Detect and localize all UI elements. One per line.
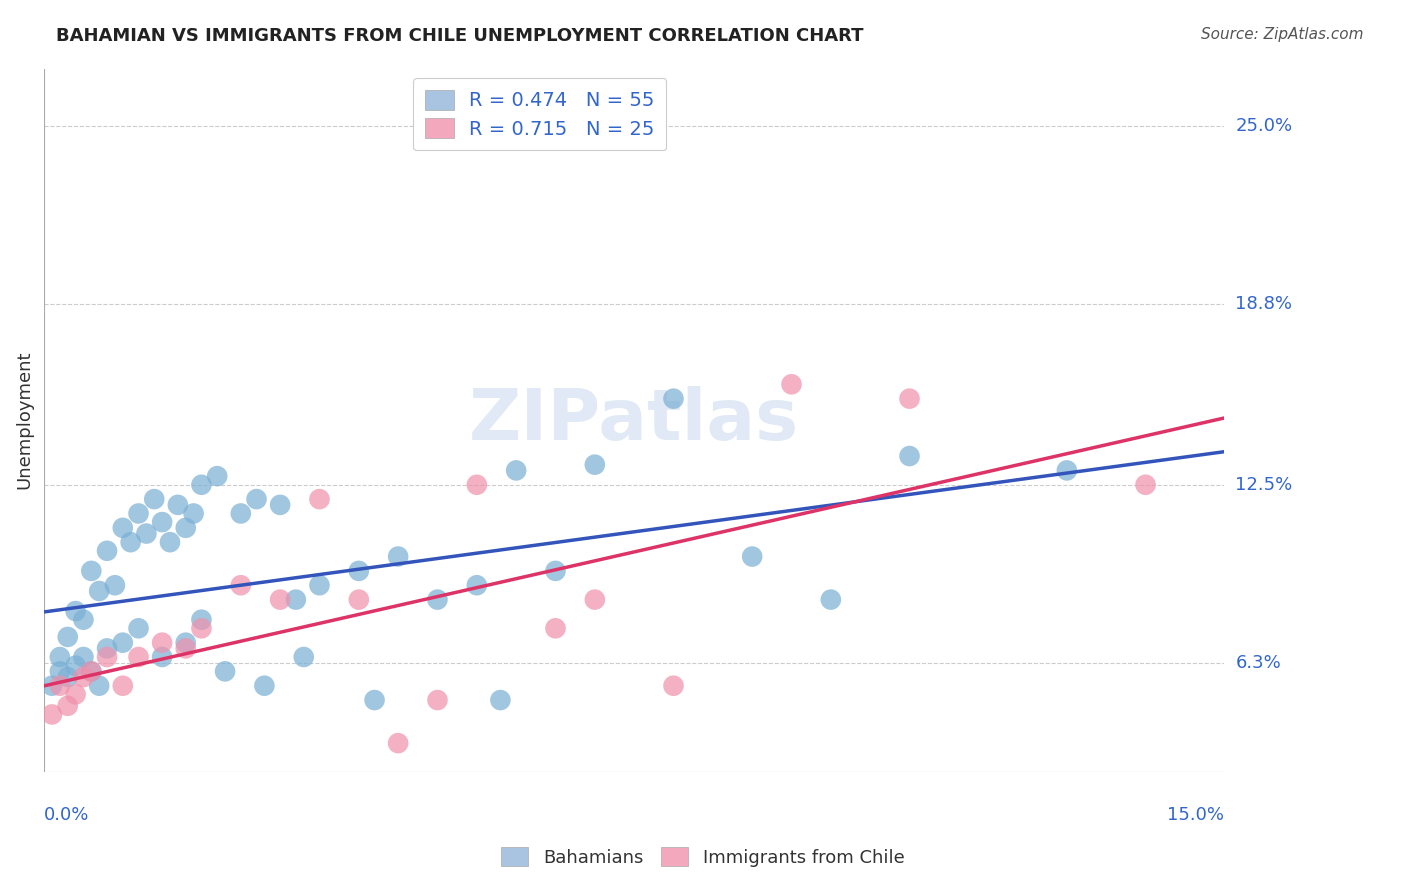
Point bbox=[56, 670, 79, 684]
Point bbox=[1056, 463, 1078, 477]
Point bbox=[544, 564, 567, 578]
Point bbox=[583, 458, 606, 472]
Point bbox=[284, 592, 307, 607]
Text: ZIPatlas: ZIPatlas bbox=[470, 385, 799, 455]
Point bbox=[229, 507, 252, 521]
Point bbox=[49, 650, 72, 665]
Point bbox=[96, 650, 118, 665]
Point bbox=[56, 630, 79, 644]
Point bbox=[426, 592, 449, 607]
Point bbox=[347, 564, 370, 578]
Point bbox=[120, 535, 142, 549]
Point bbox=[41, 707, 63, 722]
Point bbox=[505, 463, 527, 477]
Point bbox=[308, 578, 330, 592]
Point bbox=[363, 693, 385, 707]
Point bbox=[780, 377, 803, 392]
Point bbox=[143, 492, 166, 507]
Text: 6.3%: 6.3% bbox=[1236, 654, 1281, 672]
Point bbox=[269, 498, 291, 512]
Legend: R = 0.474   N = 55, R = 0.715   N = 25: R = 0.474 N = 55, R = 0.715 N = 25 bbox=[413, 78, 666, 151]
Point bbox=[96, 641, 118, 656]
Point bbox=[65, 687, 87, 701]
Point bbox=[111, 635, 134, 649]
Text: 12.5%: 12.5% bbox=[1236, 475, 1292, 494]
Point bbox=[72, 650, 94, 665]
Point bbox=[72, 670, 94, 684]
Point bbox=[190, 621, 212, 635]
Point bbox=[190, 613, 212, 627]
Point bbox=[128, 507, 150, 521]
Point bbox=[150, 650, 173, 665]
Point bbox=[111, 521, 134, 535]
Point bbox=[174, 635, 197, 649]
Point bbox=[89, 584, 111, 599]
Point bbox=[245, 492, 267, 507]
Point bbox=[214, 665, 236, 679]
Point bbox=[387, 736, 409, 750]
Point bbox=[128, 621, 150, 635]
Point bbox=[465, 578, 488, 592]
Point bbox=[190, 477, 212, 491]
Point bbox=[49, 679, 72, 693]
Point bbox=[80, 665, 103, 679]
Point bbox=[150, 635, 173, 649]
Point bbox=[150, 515, 173, 529]
Text: Source: ZipAtlas.com: Source: ZipAtlas.com bbox=[1201, 27, 1364, 42]
Point bbox=[89, 679, 111, 693]
Point bbox=[174, 521, 197, 535]
Text: 18.8%: 18.8% bbox=[1236, 295, 1292, 313]
Point bbox=[489, 693, 512, 707]
Point bbox=[583, 592, 606, 607]
Point bbox=[56, 698, 79, 713]
Point bbox=[465, 477, 488, 491]
Point bbox=[253, 679, 276, 693]
Text: 25.0%: 25.0% bbox=[1236, 117, 1292, 135]
Point bbox=[387, 549, 409, 564]
Point bbox=[741, 549, 763, 564]
Point bbox=[898, 449, 921, 463]
Point bbox=[65, 658, 87, 673]
Point bbox=[820, 592, 842, 607]
Point bbox=[80, 665, 103, 679]
Point bbox=[544, 621, 567, 635]
Point bbox=[96, 543, 118, 558]
Point bbox=[72, 613, 94, 627]
Point bbox=[229, 578, 252, 592]
Point bbox=[269, 592, 291, 607]
Point bbox=[111, 679, 134, 693]
Text: 0.0%: 0.0% bbox=[44, 806, 90, 824]
Point bbox=[308, 492, 330, 507]
Point bbox=[49, 665, 72, 679]
Text: 15.0%: 15.0% bbox=[1167, 806, 1225, 824]
Point bbox=[135, 526, 157, 541]
Point bbox=[65, 604, 87, 618]
Point bbox=[128, 650, 150, 665]
Point bbox=[898, 392, 921, 406]
Point bbox=[662, 679, 685, 693]
Y-axis label: Unemployment: Unemployment bbox=[15, 351, 32, 490]
Point bbox=[159, 535, 181, 549]
Point bbox=[41, 679, 63, 693]
Point bbox=[80, 564, 103, 578]
Point bbox=[1135, 477, 1157, 491]
Point bbox=[205, 469, 228, 483]
Point bbox=[662, 392, 685, 406]
Point bbox=[347, 592, 370, 607]
Text: BAHAMIAN VS IMMIGRANTS FROM CHILE UNEMPLOYMENT CORRELATION CHART: BAHAMIAN VS IMMIGRANTS FROM CHILE UNEMPL… bbox=[56, 27, 863, 45]
Point bbox=[166, 498, 188, 512]
Legend: Bahamians, Immigrants from Chile: Bahamians, Immigrants from Chile bbox=[494, 840, 912, 874]
Point bbox=[426, 693, 449, 707]
Point bbox=[183, 507, 205, 521]
Point bbox=[174, 641, 197, 656]
Point bbox=[104, 578, 127, 592]
Point bbox=[292, 650, 315, 665]
